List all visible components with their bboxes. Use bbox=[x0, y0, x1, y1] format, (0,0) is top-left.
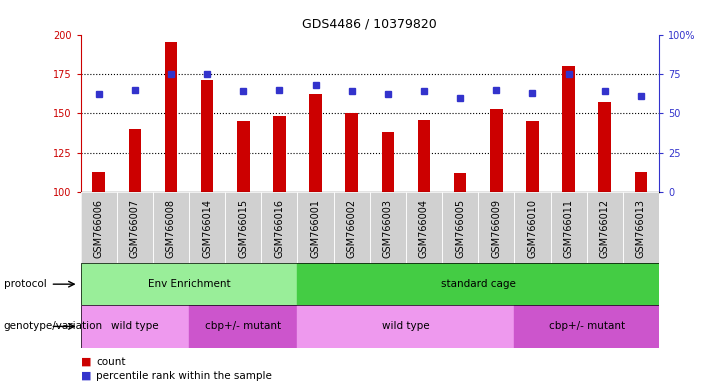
Text: GSM766008: GSM766008 bbox=[166, 199, 176, 258]
Bar bbox=[515, 305, 659, 348]
Bar bbox=[189, 192, 225, 263]
Bar bbox=[81, 192, 117, 263]
Bar bbox=[225, 192, 261, 263]
Bar bbox=[309, 94, 322, 192]
Bar bbox=[526, 121, 539, 192]
Bar bbox=[587, 192, 622, 263]
Text: GSM766009: GSM766009 bbox=[491, 199, 501, 258]
Bar bbox=[490, 109, 503, 192]
Text: cbp+/- mutant: cbp+/- mutant bbox=[205, 321, 281, 331]
Text: ■: ■ bbox=[81, 371, 95, 381]
Text: standard cage: standard cage bbox=[441, 279, 516, 289]
Bar bbox=[634, 172, 647, 192]
Text: cbp+/- mutant: cbp+/- mutant bbox=[549, 321, 625, 331]
Bar bbox=[200, 80, 213, 192]
Bar bbox=[237, 121, 250, 192]
Bar bbox=[381, 132, 394, 192]
Bar bbox=[189, 305, 297, 348]
Bar bbox=[165, 43, 177, 192]
Bar bbox=[153, 192, 189, 263]
Text: GSM766006: GSM766006 bbox=[94, 199, 104, 258]
Text: GSM766014: GSM766014 bbox=[202, 199, 212, 258]
Text: count: count bbox=[96, 357, 125, 367]
Bar bbox=[128, 129, 141, 192]
Text: GSM766010: GSM766010 bbox=[527, 199, 538, 258]
Bar bbox=[622, 192, 659, 263]
Bar bbox=[93, 172, 105, 192]
Bar bbox=[297, 192, 334, 263]
Text: GSM766016: GSM766016 bbox=[274, 199, 285, 258]
Bar bbox=[454, 173, 466, 192]
Text: GSM766011: GSM766011 bbox=[564, 199, 573, 258]
Text: GSM766012: GSM766012 bbox=[600, 199, 610, 258]
Bar bbox=[346, 113, 358, 192]
Text: GSM766005: GSM766005 bbox=[455, 199, 465, 258]
Bar bbox=[550, 192, 587, 263]
Bar bbox=[273, 116, 286, 192]
Bar bbox=[478, 192, 515, 263]
Text: percentile rank within the sample: percentile rank within the sample bbox=[96, 371, 272, 381]
Text: GSM766001: GSM766001 bbox=[311, 199, 320, 258]
Text: GSM766003: GSM766003 bbox=[383, 199, 393, 258]
Text: wild type: wild type bbox=[111, 321, 158, 331]
Bar bbox=[117, 192, 153, 263]
Bar bbox=[297, 263, 659, 305]
Bar bbox=[81, 263, 297, 305]
Bar bbox=[562, 66, 575, 192]
Bar bbox=[334, 192, 370, 263]
Bar bbox=[442, 192, 478, 263]
Text: GSM766004: GSM766004 bbox=[419, 199, 429, 258]
Text: genotype/variation: genotype/variation bbox=[4, 321, 102, 331]
Bar bbox=[81, 305, 189, 348]
Bar bbox=[599, 102, 611, 192]
Bar bbox=[418, 119, 430, 192]
Text: GSM766013: GSM766013 bbox=[636, 199, 646, 258]
Text: protocol: protocol bbox=[4, 279, 46, 289]
Text: GDS4486 / 10379820: GDS4486 / 10379820 bbox=[302, 17, 437, 30]
Text: GSM766002: GSM766002 bbox=[347, 199, 357, 258]
Bar bbox=[515, 192, 550, 263]
Text: GSM766015: GSM766015 bbox=[238, 199, 248, 258]
Text: Env Enrichment: Env Enrichment bbox=[148, 279, 231, 289]
Bar bbox=[297, 305, 515, 348]
Bar bbox=[369, 192, 406, 263]
Bar bbox=[406, 192, 442, 263]
Text: GSM766007: GSM766007 bbox=[130, 199, 139, 258]
Text: ■: ■ bbox=[81, 357, 95, 367]
Bar bbox=[261, 192, 297, 263]
Text: wild type: wild type bbox=[382, 321, 430, 331]
